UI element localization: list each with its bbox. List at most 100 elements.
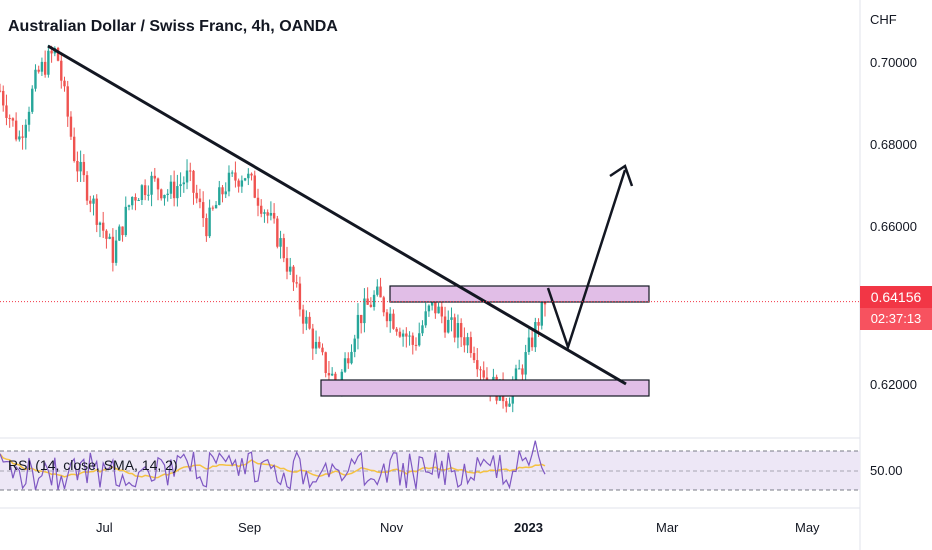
candle-body: [50, 50, 53, 54]
candle-body: [398, 331, 402, 337]
candle-body: [21, 136, 24, 138]
candle-body: [301, 309, 305, 324]
time-label-jul: Jul: [96, 520, 113, 535]
candle-body: [395, 328, 398, 332]
candle-body: [114, 240, 118, 263]
candle-body: [195, 192, 198, 199]
candle-body: [124, 206, 127, 236]
candle-body: [172, 181, 176, 199]
candle-body: [266, 212, 269, 216]
candle-body: [366, 298, 369, 305]
candle-body: [414, 344, 418, 346]
price-tick-label: 0.68000: [870, 137, 917, 152]
candle-body: [292, 266, 295, 283]
candle-body: [37, 69, 40, 72]
candle-body: [214, 204, 218, 209]
candle-body: [140, 185, 144, 201]
currency-label: CHF: [870, 12, 897, 27]
support-zone: [320, 379, 650, 397]
candle-body: [392, 313, 395, 329]
candle-body: [24, 124, 27, 138]
candle-body: [314, 341, 318, 349]
candle-body: [524, 352, 527, 375]
rsi-tick-label: 50.00: [870, 463, 903, 478]
candle-body: [521, 368, 524, 375]
candle-body: [189, 170, 192, 172]
candle-body: [95, 198, 98, 225]
candle-body: [18, 136, 21, 140]
candle-body: [137, 200, 140, 202]
candle-body: [327, 373, 331, 376]
rsi-indicator-label[interactable]: RSI (14, close, SMA, 14, 2): [8, 457, 178, 473]
candle-body: [185, 170, 189, 183]
candle-body: [166, 193, 169, 195]
candle-body: [143, 185, 147, 196]
candle-body: [192, 170, 195, 193]
candle-body: [350, 351, 353, 364]
candle-body: [443, 316, 447, 333]
time-label-nov: Nov: [380, 520, 404, 535]
price-tick-label: 0.70000: [870, 55, 917, 70]
candle-body: [153, 175, 156, 179]
candle-body: [263, 212, 266, 214]
candle-body: [253, 175, 256, 198]
candle-body: [343, 358, 347, 372]
candle-body: [69, 116, 73, 137]
candle-body: [411, 335, 414, 345]
candle-body: [279, 238, 282, 247]
candle-body: [389, 313, 392, 322]
candle-body: [534, 322, 537, 348]
candle-body: [8, 117, 11, 119]
candle-body: [285, 258, 289, 272]
candle-body: [295, 282, 298, 284]
candle-body: [469, 337, 473, 354]
candle-body: [160, 189, 163, 199]
candle-body: [205, 218, 208, 237]
last-price-badge: 0.64156: [860, 286, 932, 308]
candle-body: [111, 236, 115, 263]
candle-body: [60, 60, 63, 81]
candle-body: [359, 314, 363, 324]
candle-body: [2, 90, 5, 106]
candle-body: [376, 286, 379, 295]
candle-body: [176, 186, 179, 199]
candle-body: [108, 236, 111, 239]
candle-body: [456, 323, 460, 338]
candle-body: [324, 352, 327, 374]
candle-body: [308, 316, 311, 329]
candle-body: [118, 226, 121, 241]
drawings-layer[interactable]: [47, 44, 650, 397]
candle-body: [11, 118, 15, 121]
candle-body: [98, 222, 102, 225]
candle-body: [47, 50, 50, 75]
candle-body: [40, 61, 44, 72]
candle-body: [379, 286, 382, 298]
time-label-mar: Mar: [656, 520, 679, 535]
candle-body: [418, 333, 421, 346]
candle-body: [201, 202, 205, 219]
candle-body: [230, 172, 234, 174]
candle-body: [369, 304, 373, 307]
candle-body: [508, 403, 511, 407]
candle-body: [466, 337, 469, 346]
candle-body: [356, 314, 360, 339]
candle-body: [289, 266, 292, 272]
candle-body: [218, 187, 221, 205]
candle-body: [408, 335, 411, 337]
candle-body: [0, 90, 2, 92]
candlestick-series: [0, 44, 547, 413]
candle-body: [56, 47, 60, 61]
candle-body: [179, 184, 182, 187]
candle-body: [260, 205, 263, 214]
candle-body: [334, 373, 337, 383]
candle-body: [382, 297, 385, 313]
candle-body: [269, 212, 273, 216]
candle-body: [234, 172, 237, 181]
candle-body: [385, 312, 389, 322]
candle-body: [14, 120, 18, 140]
rsi-line: [0, 440, 546, 491]
candle-body: [156, 178, 160, 190]
candle-body: [5, 105, 8, 118]
